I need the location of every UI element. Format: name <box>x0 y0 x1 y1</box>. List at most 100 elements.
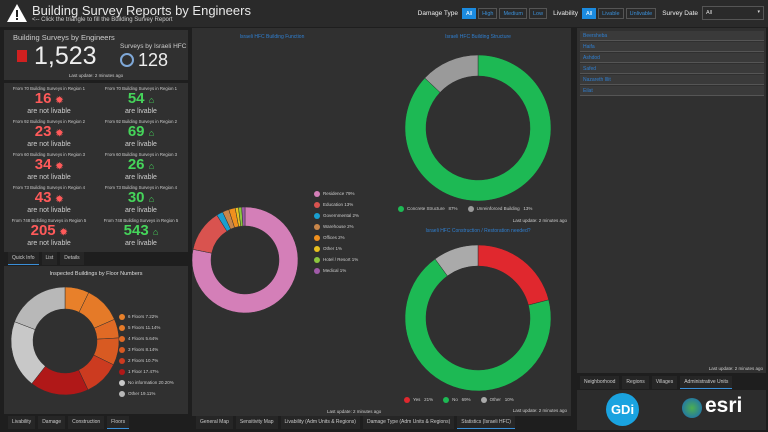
region-4-livable: From 73 Building Surveys in Region 4 30 ⌂… <box>96 185 186 214</box>
tab-livability[interactable]: Livability <box>8 416 36 429</box>
function-legend-item[interactable]: Residence 79% <box>314 188 355 199</box>
region-status: are livable <box>125 174 157 181</box>
construction-chart-title: Israeli HFC Construction / Restoration n… <box>425 228 531 234</box>
function-legend-item[interactable]: Education 13% <box>314 199 353 210</box>
tab-neighborhood[interactable]: Neighborhood <box>580 376 620 389</box>
legend-label: Hotel / Resort 1% <box>323 257 359 262</box>
region-caption: From 748 Building Surveys in Region 5 <box>11 218 87 223</box>
livability-all-button[interactable]: All <box>582 7 597 19</box>
tab-list[interactable]: List <box>41 252 58 265</box>
legend-swatch <box>119 357 125 364</box>
floors-legend-item[interactable]: No information 20.20% <box>119 377 174 388</box>
tab-details[interactable]: Details <box>60 252 84 265</box>
admin-unit-item[interactable]: Safed <box>580 64 764 74</box>
tab-regions[interactable]: Regions <box>622 376 649 389</box>
tab-floors[interactable]: Floors <box>107 416 130 429</box>
damage-high-button[interactable]: High <box>478 7 498 19</box>
region-count: 16 <box>34 90 52 107</box>
legend-swatch <box>314 223 320 230</box>
tab-livability-adm-units-regions-[interactable]: Livability (Adm Units & Regions) <box>280 416 360 429</box>
region-count: 23 <box>34 123 52 140</box>
construction-legend: Yes 21% No 69% Other 10% <box>404 394 514 405</box>
legend-label: 2 Floors 10.7% <box>128 358 159 363</box>
hfc-label: Surveys by Israeli HFC <box>120 43 187 50</box>
livability-unlivable-button[interactable]: Unlivable <box>625 7 657 19</box>
region-caption: From 60 Building Surveys in Region 3 <box>12 152 86 157</box>
tab-sensitivity-map[interactable]: Sensitivity Map <box>235 416 278 429</box>
construction-legend-item[interactable]: No 69% <box>443 394 471 405</box>
house-icon: ⌂ <box>148 128 155 138</box>
admin-unit-item[interactable]: Beersheba <box>580 31 764 41</box>
damage-low-button[interactable]: Low <box>529 7 548 19</box>
livability-livable-button[interactable]: Livable <box>598 7 624 19</box>
warning-triangle-icon[interactable] <box>6 3 28 23</box>
function-slice-residence[interactable] <box>192 206 299 314</box>
legend-swatch <box>314 234 320 241</box>
function-legend-item[interactable]: Medical 1% <box>314 265 346 276</box>
admin-unit-item[interactable]: Eilat <box>580 86 764 96</box>
floors-slice-other[interactable] <box>14 286 66 330</box>
tab-general-map[interactable]: General Map <box>196 416 233 429</box>
legend-swatch <box>314 267 320 274</box>
floors-legend-item[interactable]: 3 Floors 8.14% <box>119 344 158 355</box>
house-icon: ⌂ <box>148 194 155 204</box>
admin-unit-item[interactable]: Ashdod <box>580 53 764 63</box>
survey-date-select[interactable]: All ▾ <box>702 6 764 20</box>
region-caption: From 73 Building Surveys in Region 4 <box>104 185 178 190</box>
construction-slice-no[interactable] <box>404 258 552 392</box>
damage-medium-button[interactable]: Medium <box>499 7 527 19</box>
floors-legend-item[interactable]: 1 Floor 17.47% <box>119 366 159 377</box>
tab-damage-type-adm-units-regions-[interactable]: Damage Type (Adm Units & Regions) <box>362 416 455 429</box>
construction-legend-item[interactable]: Other 10% <box>480 394 514 405</box>
legend-swatch <box>119 313 125 320</box>
floors-legend-item[interactable]: 2 Floors 10.7% <box>119 355 158 366</box>
legend-label: 1 Floor 17.47% <box>128 369 159 374</box>
legend-category: No <box>452 397 458 402</box>
tab-administrative-units[interactable]: Administrative Units <box>680 376 733 389</box>
structure-legend-item[interactable]: Concrete Structure 87% <box>398 203 458 214</box>
region-5-unlivable: From 748 Building Surveys in Region 5 205… <box>4 218 94 247</box>
structure-slice-concrete-structure[interactable] <box>404 54 552 202</box>
structure-slice-unreinforced-building[interactable] <box>424 54 479 93</box>
function-legend-item[interactable]: Offices 2% <box>314 232 345 243</box>
left-tabs: Quick Info List Details <box>8 252 84 265</box>
legend-swatch <box>314 201 320 208</box>
floor-tabs: Livability Damage Construction Floors <box>8 416 130 429</box>
region-count: 69 <box>127 123 145 140</box>
floors-legend-item[interactable]: 6 Floors 7.22% <box>119 311 158 322</box>
floors-legend-item[interactable]: 5 Floors 11.14% <box>119 322 160 333</box>
legend-category: Yes <box>413 397 421 402</box>
floors-legend-item[interactable]: 4 Floors 5.64% <box>119 333 158 344</box>
legend-label: Residence 79% <box>323 191 355 196</box>
floors-chart-title: Inspected Buildings by Floor Numbers <box>49 271 143 277</box>
function-legend-item[interactable]: Warehouse 2% <box>314 221 354 232</box>
tab-damage[interactable]: Damage <box>38 416 66 429</box>
admin-unit-item[interactable]: Nazareth Illit <box>580 75 764 85</box>
function-legend-item[interactable]: Other 1% <box>314 243 342 254</box>
function-slice-medical[interactable] <box>241 206 246 227</box>
tab-villages[interactable]: Villages <box>651 376 678 389</box>
admin-unit-item[interactable]: Haifa <box>580 42 764 52</box>
region-5-livable: From 748 Building Surveys in Region 5 543… <box>96 218 186 247</box>
region-count: 54 <box>127 90 145 107</box>
function-legend-item[interactable]: Governmental 2% <box>314 210 359 221</box>
tab-quick-info[interactable]: Quick Info <box>8 252 39 265</box>
structure-legend-item[interactable]: Unreinforced Building 13% <box>467 203 532 214</box>
damage-all-button[interactable]: All <box>462 7 477 19</box>
report-icon <box>17 50 27 62</box>
construction-legend-item[interactable]: Yes 21% <box>404 394 433 405</box>
construction-slice-other[interactable] <box>434 244 479 277</box>
region-count: 26 <box>127 156 145 173</box>
structure-chart-title: Israeli HFC Building Structure <box>445 34 511 40</box>
survey-date-value: All <box>706 10 713 16</box>
legend-value: 87% <box>448 206 458 211</box>
region-status: are not livable <box>27 174 71 181</box>
region-status: are livable <box>125 141 157 148</box>
construction-slice-yes[interactable] <box>477 244 550 306</box>
tab-statistics-israeli-hfc-[interactable]: Statistics (Israeli HFC) <box>457 416 515 429</box>
legend-swatch <box>119 335 125 342</box>
floors-legend-item[interactable]: Other 19.11% <box>119 388 155 399</box>
tab-construction[interactable]: Construction <box>68 416 105 429</box>
gdi-logo: GDi <box>606 393 639 426</box>
function-legend-item[interactable]: Hotel / Resort 1% <box>314 254 358 265</box>
